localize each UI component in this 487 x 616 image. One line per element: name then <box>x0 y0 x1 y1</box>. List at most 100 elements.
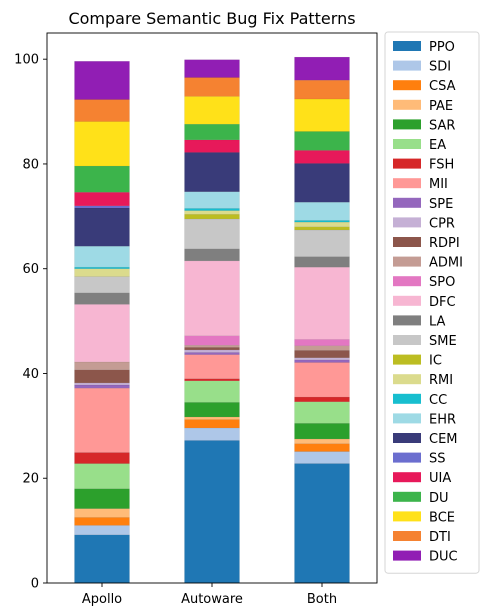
bar-segment-ehr-autoware <box>184 191 240 209</box>
bar-segment-du-autoware <box>184 123 240 141</box>
bar-segment-uia-autoware <box>184 139 240 153</box>
legend-swatch-fsh <box>393 158 421 169</box>
bar-segment-sdi-apollo <box>74 525 130 536</box>
bar-segment-sdi-autoware <box>184 427 240 441</box>
legend-label-uia: UIA <box>429 471 451 486</box>
legend-swatch-sar <box>393 119 421 130</box>
legend-label-sar: SAR <box>429 118 455 133</box>
legend-swatch-bce <box>393 511 421 522</box>
legend-swatch-rdpi <box>393 237 421 247</box>
bar-segment-sar-apollo <box>74 488 130 509</box>
legend-swatch-ea <box>393 139 421 149</box>
bar-segment-fsh-both <box>294 396 350 402</box>
y-tick-label: 100 <box>14 53 39 68</box>
chart-title: Compare Semantic Bug Fix Patterns <box>68 9 355 28</box>
legend-label-dti: DTI <box>429 530 451 545</box>
bar-segment-fsh-apollo <box>74 452 130 464</box>
legend-swatch-sme <box>393 335 421 345</box>
legend-swatch-duc <box>393 550 421 561</box>
bar-segment-duc-apollo <box>74 61 130 100</box>
bar-segment-spe-apollo <box>74 384 130 389</box>
bar-segment-ehr-both <box>294 201 350 221</box>
bar-segment-sme-autoware <box>184 218 240 250</box>
legend-swatch-ehr <box>393 413 421 424</box>
bar-segment-rdpi-apollo <box>74 369 130 384</box>
bar-segment-dti-both <box>294 79 350 100</box>
legend-label-ss: SS <box>429 452 446 467</box>
bar-segment-ea-both <box>294 401 350 424</box>
bar-segment-sar-autoware <box>184 402 240 418</box>
bar-segment-ppo-apollo <box>74 534 130 584</box>
legend-label-cem: CEM <box>429 432 458 447</box>
legend-label-mii: MII <box>429 177 448 192</box>
bar-segment-dfc-autoware <box>184 260 240 336</box>
legend-label-rmi: RMI <box>429 373 453 388</box>
y-tick-label: 60 <box>22 262 39 277</box>
axes-layer: 0 20 40 60 80 100 Apollo Autoware Both <box>14 32 378 607</box>
bar-segment-csa-apollo <box>74 517 130 526</box>
bar-segment-bce-autoware <box>184 96 240 125</box>
bar-segment-rdpi-autoware <box>184 347 240 351</box>
bar-segment-du-apollo <box>74 165 130 193</box>
bar-segment-spo-both <box>294 339 350 346</box>
legend-label-cc: CC <box>429 393 447 408</box>
legend-label-bce: BCE <box>429 510 455 525</box>
bar-segment-pae-both <box>294 438 350 444</box>
bar-segment-cc-both <box>294 220 350 223</box>
bar-segment-cpr-both <box>294 357 350 361</box>
bar-segment-sme-apollo <box>74 276 130 294</box>
bar-segment-spe-both <box>294 359 350 363</box>
bar-segment-mii-both <box>294 362 350 398</box>
x-tick-label-autoware: Autoware <box>181 592 243 607</box>
bar-segment-bce-both <box>294 98 350 132</box>
bar-segment-ic-both <box>294 226 350 231</box>
legend-label-csa: CSA <box>429 79 456 94</box>
bar-segment-csa-autoware <box>184 419 240 429</box>
bar-segment-mii-apollo <box>74 387 130 453</box>
legend-swatch-cem <box>393 433 421 443</box>
bar-segment-dfc-both <box>294 266 350 340</box>
legend-label-sdi: SDI <box>429 60 451 75</box>
legend-swatch-sdi <box>393 60 421 71</box>
bar-segment-sar-both <box>294 423 350 440</box>
legend-label-ic: IC <box>429 354 442 369</box>
legend-swatch-spo <box>393 276 421 287</box>
x-tick-label-apollo: Apollo <box>82 592 122 607</box>
legend-label-sme: SME <box>429 334 457 349</box>
bar-segment-ehr-apollo <box>74 245 130 268</box>
legend-swatch-uia <box>393 472 421 483</box>
legend-swatch-mii <box>393 178 421 189</box>
legend-swatch-ss <box>393 452 421 463</box>
bar-segment-admi-autoware <box>184 344 240 348</box>
legend-label-admi: ADMI <box>429 256 463 271</box>
legend-label-spo: SPO <box>429 275 455 290</box>
legend-swatch-la <box>393 315 421 326</box>
y-tick-label: 0 <box>31 577 39 592</box>
legend-label-ppo: PPO <box>429 40 455 55</box>
legend-swatch-ic <box>393 354 421 365</box>
y-tick-label: 20 <box>22 472 39 487</box>
bar-segment-cem-apollo <box>74 207 130 247</box>
bar-segment-rmi-apollo <box>74 268 130 277</box>
bar-segment-duc-autoware <box>184 59 240 78</box>
y-tick-label: 80 <box>22 157 39 172</box>
legend-swatch-ppo <box>393 41 421 51</box>
bar-segment-csa-both <box>294 443 350 452</box>
bar-segment-cem-both <box>294 163 350 203</box>
bar-segment-admi-apollo <box>74 361 130 371</box>
bar-segment-ppo-autoware <box>184 440 240 584</box>
legend-label-duc: DUC <box>429 550 458 565</box>
bar-segment-pae-autoware <box>184 416 240 420</box>
bar-segment-dti-autoware <box>184 77 240 97</box>
bar-segment-ss-apollo <box>74 205 130 209</box>
legend-label-ea: EA <box>429 138 446 153</box>
bar-segment-uia-apollo <box>74 192 130 207</box>
legend-label-fsh: FSH <box>429 158 454 173</box>
legend-label-cpr: CPR <box>429 216 455 231</box>
legend-label-la: LA <box>429 314 446 329</box>
bar-segment-dti-apollo <box>74 99 130 122</box>
bars-layer <box>74 56 350 584</box>
bar-segment-bce-apollo <box>74 121 130 167</box>
bar-segment-mii-autoware <box>184 354 240 379</box>
